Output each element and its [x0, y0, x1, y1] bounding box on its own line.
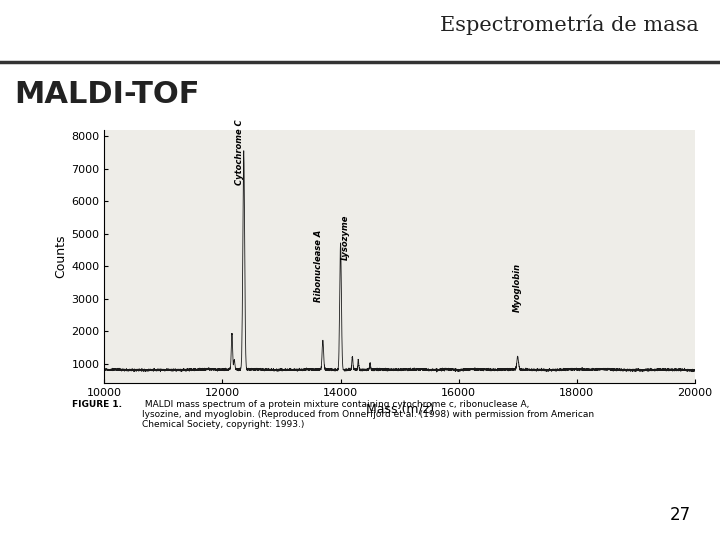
Text: Ribonuclease A: Ribonuclease A — [314, 230, 323, 302]
Text: 27: 27 — [670, 506, 691, 524]
Text: Myoglobin: Myoglobin — [513, 262, 522, 312]
Y-axis label: Counts: Counts — [54, 235, 67, 278]
Text: MALDI mass spectrum of a protein mixture containing cytochrome c, ribonuclease A: MALDI mass spectrum of a protein mixture… — [143, 400, 595, 429]
Text: Cytochrome C: Cytochrome C — [235, 119, 243, 185]
Text: FIGURE 1.: FIGURE 1. — [72, 400, 122, 409]
Text: Espectrometría de masa: Espectrometría de masa — [440, 15, 698, 35]
X-axis label: Mass (m/z): Mass (m/z) — [366, 402, 433, 415]
Text: Lysozyme: Lysozyme — [341, 214, 350, 260]
Text: MALDI-TOF: MALDI-TOF — [14, 80, 200, 109]
